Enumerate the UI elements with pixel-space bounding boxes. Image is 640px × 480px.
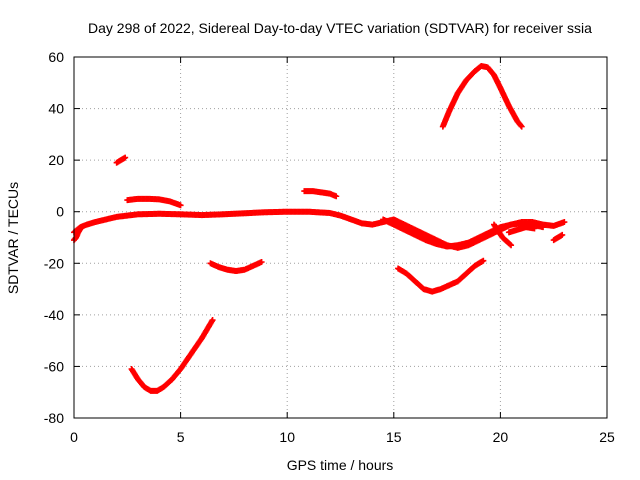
y-tick-label: -20 bbox=[44, 255, 64, 271]
y-tick-label: 0 bbox=[56, 204, 64, 220]
data-point bbox=[177, 202, 184, 209]
series-arc-plus40 bbox=[439, 63, 525, 130]
y-tick-label: -80 bbox=[44, 410, 64, 426]
y-tick-label: 60 bbox=[48, 49, 64, 65]
series-bump-5 bbox=[124, 195, 184, 209]
series-segment-21 bbox=[505, 224, 538, 236]
y-tick-label: -60 bbox=[44, 358, 64, 374]
series-arc-minus20 bbox=[207, 258, 265, 275]
data-point bbox=[480, 257, 487, 264]
data-point bbox=[122, 154, 129, 161]
data-point bbox=[561, 219, 568, 226]
series-dip-20 bbox=[491, 221, 515, 249]
series-bump-8 bbox=[301, 188, 340, 200]
data-point bbox=[517, 122, 524, 129]
x-tick-label: 10 bbox=[279, 429, 295, 445]
tick-layer: 0 5 10 15 20 25 -80 -60 -40 -20 0 20 40 60 bbox=[44, 49, 615, 445]
y-tick-label: -40 bbox=[44, 307, 64, 323]
data-point bbox=[333, 193, 340, 200]
y-axis-label: SDTVAR / TECUs bbox=[5, 182, 21, 294]
series-arc-minus60 bbox=[128, 317, 216, 394]
x-tick-label: 15 bbox=[386, 429, 402, 445]
data-point bbox=[540, 224, 547, 231]
x-tick-label: 20 bbox=[493, 429, 509, 445]
data-point bbox=[78, 224, 85, 231]
data-point bbox=[507, 241, 514, 248]
data-point bbox=[508, 242, 515, 249]
data-point bbox=[531, 225, 538, 232]
data-layer bbox=[71, 63, 568, 394]
x-tick-label: 25 bbox=[599, 429, 615, 445]
x-tick-label: 0 bbox=[70, 429, 78, 445]
data-point bbox=[559, 231, 566, 238]
data-point bbox=[518, 123, 525, 130]
x-tick-label: 5 bbox=[177, 429, 185, 445]
data-point bbox=[209, 317, 216, 324]
y-tick-label: 40 bbox=[48, 101, 64, 117]
data-point bbox=[258, 258, 265, 265]
x-axis-label: GPS time / hours bbox=[287, 457, 394, 473]
series-arc-minus30 bbox=[395, 257, 487, 295]
y-tick-label: 20 bbox=[48, 152, 64, 168]
series-tail-22 bbox=[550, 231, 566, 244]
series-lower-band bbox=[380, 216, 547, 250]
plot-frame bbox=[73, 56, 608, 419]
chart-title: Day 298 of 2022, Sidereal Day-to-day VTE… bbox=[88, 20, 592, 36]
series-short-20 bbox=[113, 154, 129, 166]
